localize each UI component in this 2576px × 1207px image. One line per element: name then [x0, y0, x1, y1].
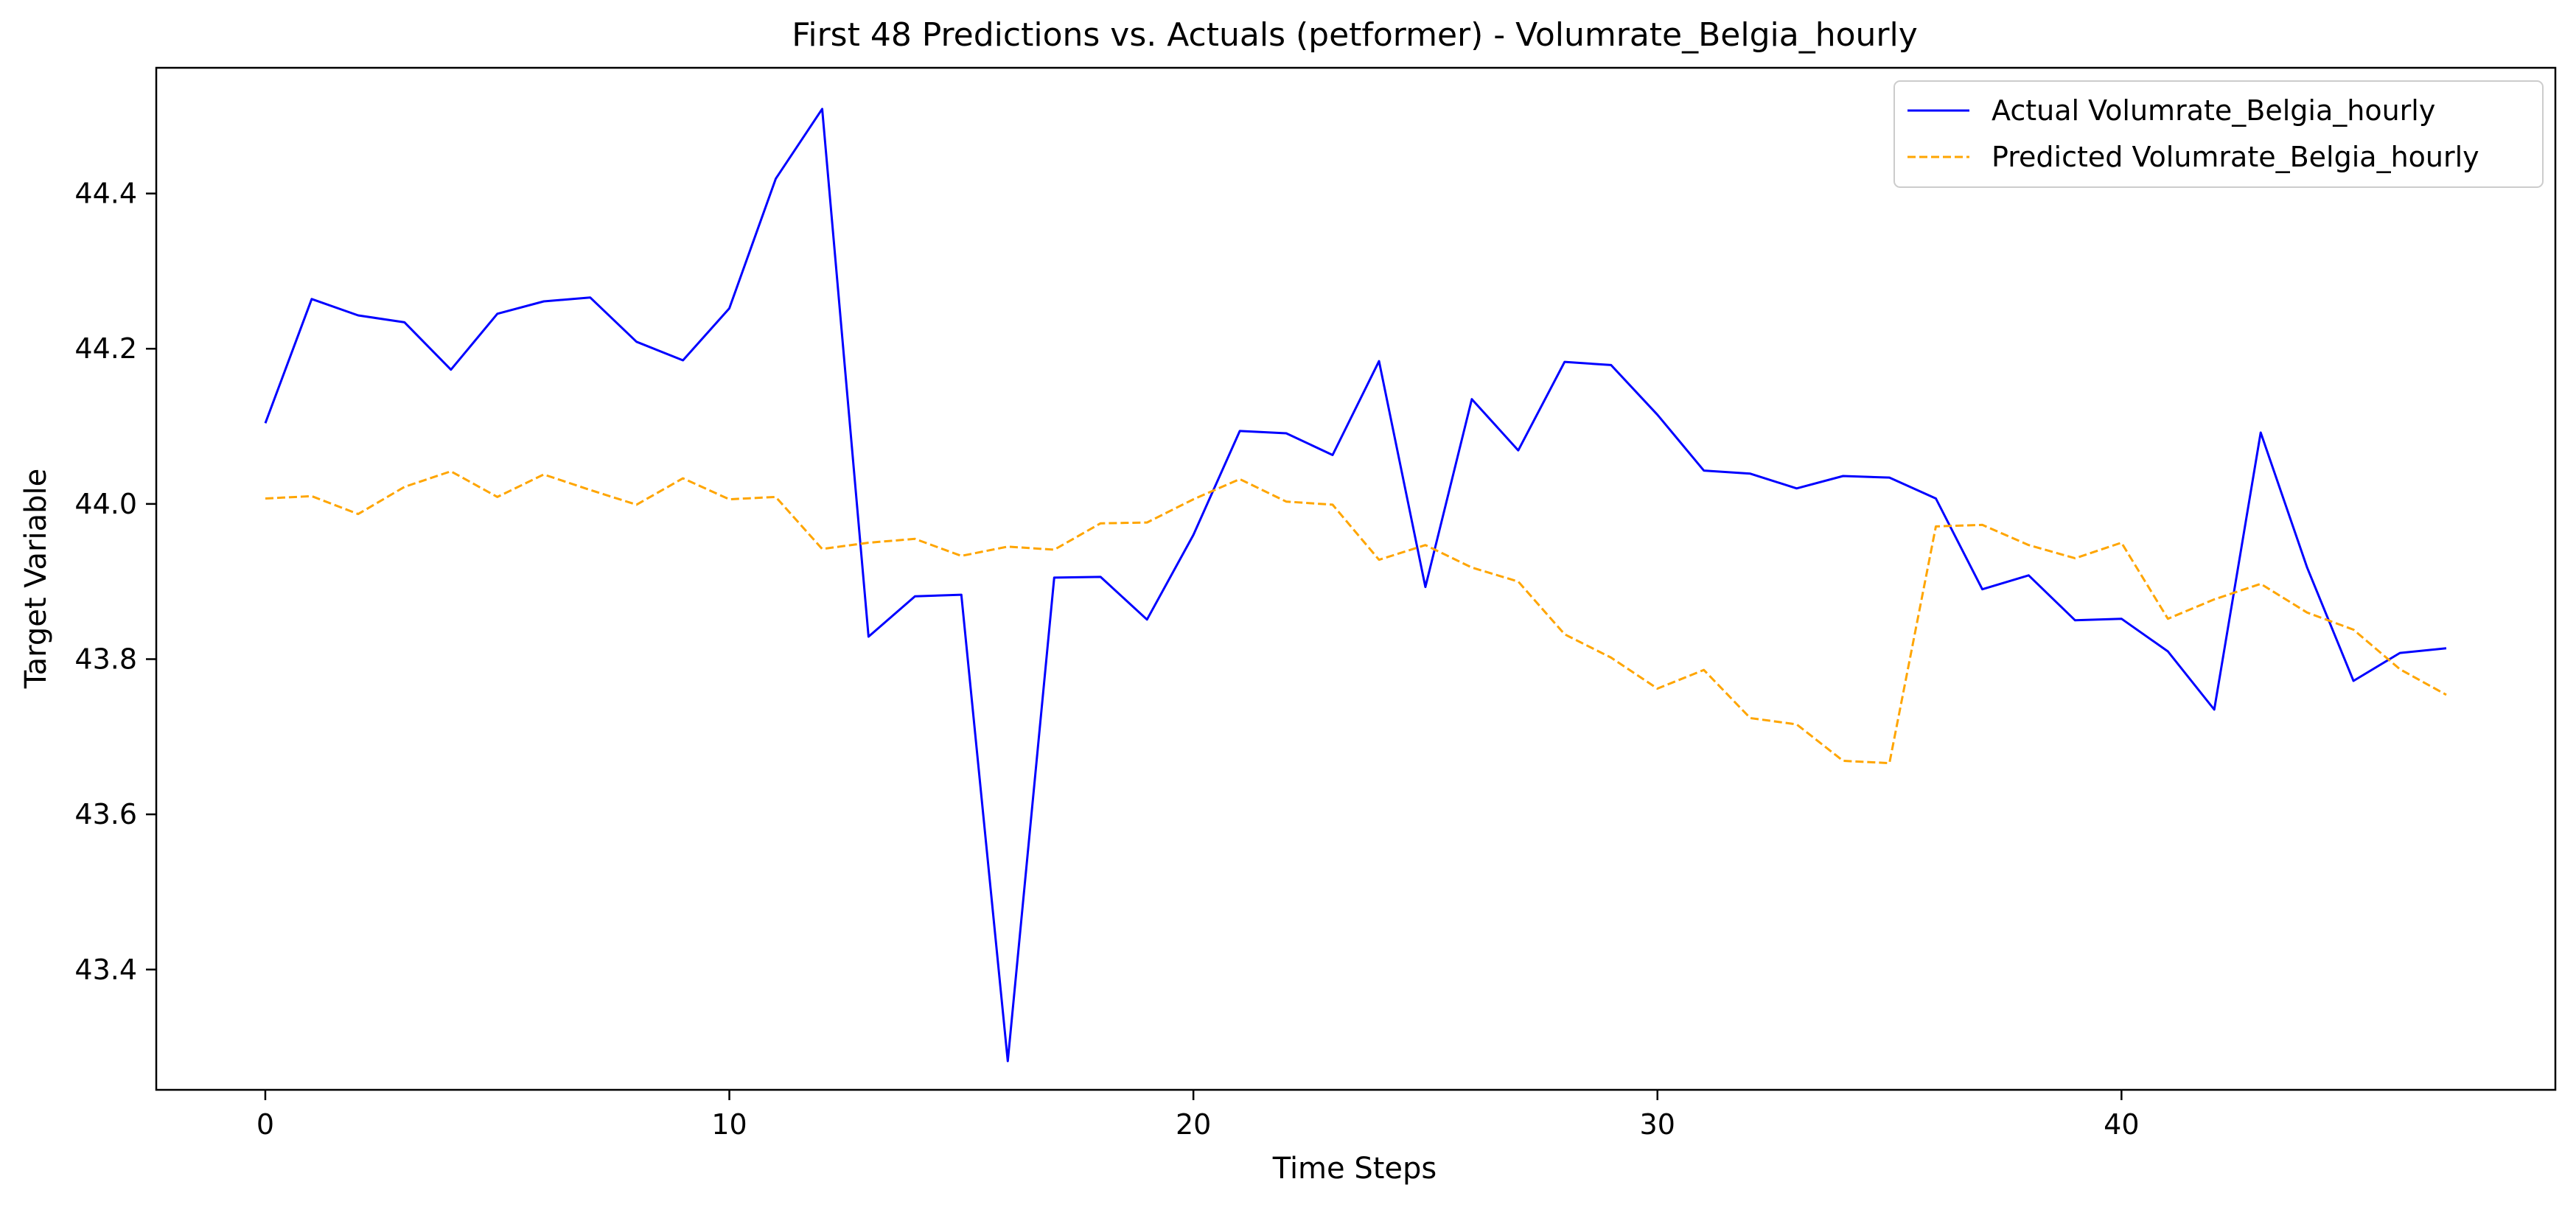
y-tick-label: 43.4	[74, 954, 137, 986]
y-tick-label: 44.0	[74, 488, 137, 520]
x-tick-label: 30	[1640, 1108, 1675, 1141]
chart-title: First 48 Predictions vs. Actuals (petfor…	[792, 16, 1918, 54]
legend-label-predicted: Predicted Volumrate_Belgia_hourly	[1992, 141, 2479, 173]
plot-area	[264, 108, 2447, 1063]
legend-label-actual: Actual Volumrate_Belgia_hourly	[1992, 94, 2435, 127]
legend-frame	[1893, 80, 2544, 188]
y-tick-label: 43.8	[74, 643, 137, 676]
y-tick-label: 44.4	[74, 178, 137, 210]
x-tick-label: 10	[711, 1108, 747, 1141]
series-line-predicted	[265, 470, 2447, 765]
x-tick-label: 20	[1176, 1108, 1211, 1141]
x-axis: 0 10 20 30 40	[256, 1090, 2140, 1141]
x-tick-label: 0	[256, 1108, 274, 1141]
y-axis-label: Target Variable	[19, 469, 53, 689]
series-line-actual	[264, 108, 2447, 1063]
y-tick-label: 44.2	[74, 332, 137, 365]
plot-frame	[155, 66, 2557, 1091]
y-axis: 43.4 43.6 43.8 44.0 44.2 44.4	[74, 178, 156, 986]
x-tick-label: 40	[2104, 1108, 2139, 1141]
x-axis-label: Time Steps	[1272, 1152, 1437, 1186]
legend: Actual Volumrate_Belgia_hourly Predicted…	[1893, 80, 2544, 188]
y-tick-label: 43.6	[74, 798, 137, 830]
